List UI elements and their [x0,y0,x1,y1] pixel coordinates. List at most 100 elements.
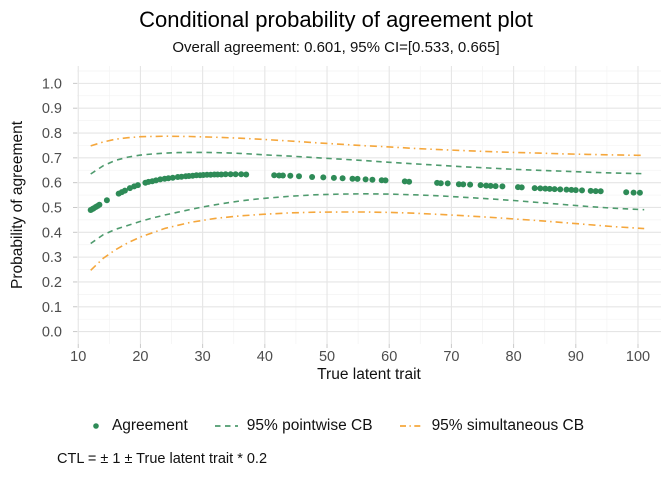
data-point [477,182,484,189]
data-point [437,180,444,187]
y-tick-label: 0.6 [42,176,62,192]
axis-tick-marks [73,82,639,348]
data-point [309,174,316,180]
data-point [103,197,110,204]
data-point [531,185,538,192]
y-tick-label: 0.8 [42,126,62,142]
x-tick-label: 20 [132,349,148,365]
data-point [636,189,643,196]
data-point [592,188,599,195]
agreement-points [87,171,643,213]
data-point [518,184,525,191]
data-point [551,186,558,193]
pointwise-cb-line-key-icon [214,425,238,427]
ctl-caption: CTL = ± 1 ± True latent trait * 0.2 [57,451,268,467]
data-point [238,171,245,178]
band-lower-line [90,211,645,271]
x-tick-label: 40 [257,349,273,365]
y-tick-label: 0.2 [42,275,62,291]
x-tick-label: 30 [195,349,211,365]
data-point [467,181,474,188]
simultaneous-cb-line-key-icon [399,425,423,427]
data-point [537,185,544,192]
data-point [165,175,172,182]
data-point [287,172,294,179]
band-lower-line [90,192,645,245]
data-point [546,185,553,192]
data-point [227,171,234,178]
gridlines-major [77,66,661,344]
data-point [587,187,594,194]
data-point [483,182,490,189]
data-point [630,189,637,196]
data-point [134,182,141,189]
band-upper-line [90,135,645,157]
data-point [579,187,585,194]
data-point [330,174,337,181]
y-tick-label: 0.0 [42,325,62,341]
band-upper-line [90,151,645,175]
x-axis-title: True latent trait [317,366,421,383]
legend-item-pointwise-cb: 95% pointwise CB [214,417,373,435]
data-point [169,174,176,181]
legend-label-simultaneous-cb: 95% simultaneous CB [431,417,585,434]
x-tick-label: 90 [568,349,584,365]
y-tick-label: 0.1 [42,300,62,316]
legend-label-pointwise-cb: 95% pointwise CB [246,417,373,434]
y-tick-labels: 0.0 0.1 0.2 0.3 0.4 0.5 0.6 0.7 0.8 0.9 1.0 [42,76,62,340]
data-point [382,177,389,184]
data-point [572,187,579,194]
x-tick-label: 70 [443,349,459,365]
data-point [597,188,604,195]
data-point [406,178,413,185]
data-point [218,171,225,178]
data-point [96,201,103,208]
data-point [542,185,549,192]
data-point [492,183,499,190]
data-point [271,172,278,179]
data-point [279,172,286,179]
y-tick-label: 0.5 [42,200,62,216]
y-tick-label: 1.0 [42,76,62,92]
data-point [349,175,356,182]
data-point [121,187,128,194]
y-axis-title: Probability of agreement [9,121,26,290]
data-point [499,183,506,190]
agreement-point-key-icon [93,423,99,429]
chart-title: Conditional probability of agreement plo… [139,7,533,32]
data-point [563,186,570,193]
data-point [460,181,467,188]
data-point [401,178,408,185]
confidence-band-simultaneous [90,135,645,271]
data-point [243,171,250,178]
legend-item-agreement: Agreement [88,417,188,435]
chart-subtitle: Overall agreement: 0.601, 95% CI=[0.533,… [172,39,500,56]
confidence-band-pointwise [90,151,645,245]
data-point [568,186,575,193]
data-point [222,171,229,178]
data-point [557,186,564,193]
data-point [232,171,239,178]
gridlines-minor [77,66,661,344]
x-tick-label: 50 [319,349,335,365]
data-point [362,176,369,183]
x-tick-label: 60 [381,349,397,365]
x-tick-label: 100 [626,349,650,365]
data-point [487,182,494,189]
legend-label-agreement: Agreement [111,417,188,434]
x-tick-label: 10 [70,349,86,365]
y-tick-label: 0.3 [42,250,62,266]
y-tick-label: 0.9 [42,101,62,117]
data-point [623,189,630,196]
y-tick-label: 0.4 [42,225,62,241]
data-point [320,174,327,181]
data-point [354,175,361,182]
y-tick-label: 0.7 [42,151,62,167]
x-tick-labels: 10 20 30 40 50 60 70 80 90 100 [70,349,650,365]
data-point [296,173,302,180]
data-point [339,175,346,182]
legend: Agreement 95% pointwise CB 95% simultane… [0,413,672,439]
legend-item-simultaneous-cb: 95% simultaneous CB [399,417,585,435]
